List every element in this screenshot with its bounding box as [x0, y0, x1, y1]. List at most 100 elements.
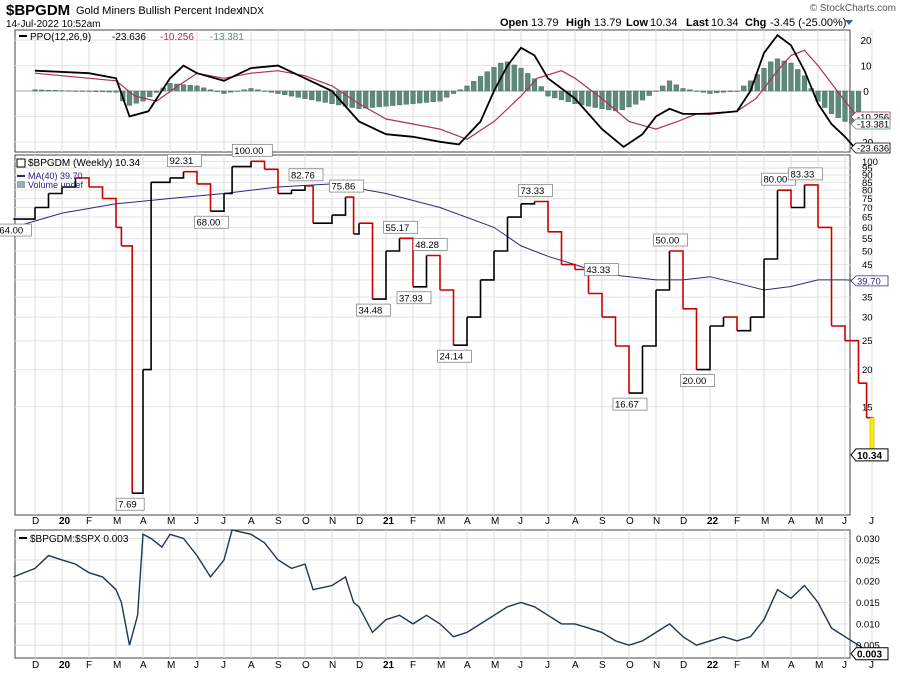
price-step — [143, 182, 152, 371]
month-label: D — [32, 660, 39, 671]
ppo-hist-bar — [396, 90, 403, 106]
month-label: M — [761, 660, 769, 671]
price-step — [116, 226, 123, 246]
price-step — [561, 263, 576, 270]
ppo-hist-bar — [700, 90, 706, 93]
chevron-down-icon[interactable] — [845, 20, 853, 25]
price-step — [13, 207, 36, 220]
month-label: M — [491, 660, 499, 671]
annotation-box — [653, 233, 688, 247]
ppo-hist-bar — [214, 90, 220, 92]
month-label: O — [626, 516, 634, 527]
ppo-signal-line — [34, 49, 859, 140]
month-label: A — [572, 516, 579, 527]
ppo-hist-bar — [147, 90, 153, 98]
annotation-box — [194, 215, 229, 229]
ratio-tick-label: 0.030 — [856, 534, 880, 545]
ppo-hist-bar — [79, 90, 85, 92]
month-label: F — [734, 660, 740, 671]
price-step — [507, 203, 522, 218]
ppo-hist-bar — [761, 67, 767, 92]
price-step — [615, 345, 630, 394]
price-tick-label: 25 — [862, 336, 873, 347]
ppo-hist-bar — [471, 80, 477, 92]
month-label: A — [248, 660, 255, 671]
month-label: S — [599, 660, 606, 671]
last-value-box — [850, 448, 889, 462]
month-label: A — [788, 660, 795, 671]
ppo-hist-bar — [579, 90, 585, 106]
annotation-box — [680, 374, 715, 387]
ppo-hist-bar — [430, 90, 436, 103]
ppo-hist-bar — [248, 88, 254, 92]
ppo-hist-bar — [255, 89, 261, 92]
ppo-hist-bar — [417, 90, 423, 104]
ppo-hist-bar — [376, 90, 382, 108]
ppo-hist-bar — [795, 69, 801, 92]
annotation-box — [167, 154, 202, 168]
annotation-box — [115, 497, 145, 511]
ppo-hist-bar — [558, 90, 565, 101]
ppo-hist-bar — [261, 90, 268, 92]
month-label: M — [437, 516, 445, 527]
annotation-label: 82.76 — [291, 170, 315, 181]
volume-legend-swatch — [17, 181, 25, 188]
ppo-marker-ppo: -23.636 — [857, 144, 889, 155]
price-step — [48, 187, 63, 195]
price-step — [313, 215, 333, 224]
chart-date: 14-Jul-2022 10:52am — [6, 19, 101, 30]
symbol-exchange: INDX — [240, 6, 264, 17]
month-label: S — [599, 516, 606, 527]
ppo-hist-bar — [801, 75, 808, 92]
annotation-label: 64.00 — [0, 226, 23, 237]
ppo-hist-bar — [315, 90, 322, 102]
ratio-tick-label: 0.005 — [856, 641, 880, 652]
month-label: J — [869, 516, 874, 527]
annotation-label: 20.00 — [683, 376, 707, 387]
ppo-hist-bar — [322, 90, 328, 103]
month-label: M — [815, 660, 823, 671]
month-label: J — [869, 660, 874, 671]
price-step — [305, 185, 314, 224]
annotation-box — [412, 238, 448, 251]
ratio-line — [13, 529, 873, 655]
ppo-hist-bar — [646, 90, 652, 96]
price-step — [588, 292, 603, 318]
ppo-hist-bar — [72, 90, 79, 92]
month-label: J — [518, 516, 523, 527]
ppo-hist-bar — [477, 76, 484, 92]
price-tick-label: 70 — [862, 203, 873, 214]
month-label: M — [113, 660, 121, 671]
price-step — [669, 250, 684, 309]
month-label: J — [842, 516, 847, 527]
ppo-hist-bar — [86, 90, 92, 92]
ppo-tick-label: 10 — [860, 62, 872, 73]
ppo-hist-bar — [32, 89, 38, 92]
ppo-hist-bar — [538, 86, 544, 92]
price-step — [440, 289, 455, 346]
month-label: S — [275, 516, 282, 527]
annotation-label: 92.31 — [170, 156, 194, 167]
price-panel — [14, 154, 851, 516]
annotation-box — [584, 263, 619, 276]
ppo-legend-signal: -10.256 — [160, 32, 194, 43]
low-value: 10.34 — [650, 17, 678, 29]
ppo-hist-bar — [275, 90, 281, 94]
price-step — [332, 197, 347, 216]
symbol-name: Gold Miners Bullish Percent Index — [76, 5, 242, 17]
annotation-label: 37.93 — [399, 293, 423, 304]
price-tick-label: 15 — [862, 402, 873, 413]
month-label: D — [680, 516, 687, 527]
ppo-marker-signal: -10.256 — [857, 113, 889, 124]
price-step — [602, 316, 617, 346]
price-step — [372, 251, 387, 300]
ppo-hist-bar — [93, 90, 99, 92]
chg-value: -3.45 (-25.00%) — [770, 17, 846, 29]
price-step — [845, 339, 860, 384]
annotation-label: 100.00 — [234, 146, 263, 157]
annotation-box — [788, 167, 823, 181]
month-label: 20 — [59, 660, 71, 671]
price-step — [291, 185, 306, 191]
ppo-lines — [34, 33, 860, 153]
